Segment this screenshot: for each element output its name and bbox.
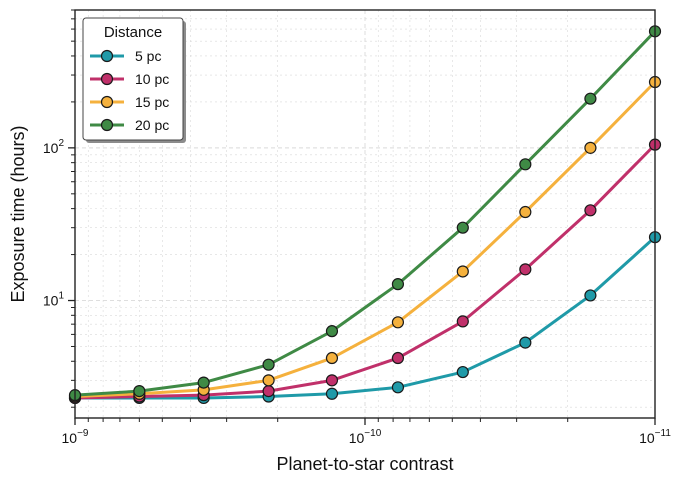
data-point — [584, 92, 597, 105]
y-tick-label: 101 — [43, 291, 65, 309]
data-point — [391, 351, 405, 365]
data-point — [519, 263, 532, 276]
legend-marker — [100, 95, 114, 109]
data-point — [584, 204, 597, 217]
x-tick-label: 10−10 — [349, 428, 382, 446]
data-point — [325, 387, 339, 400]
data-point — [456, 221, 469, 234]
legend-label: 20 pc — [135, 117, 169, 133]
series-line — [73, 143, 657, 400]
data-point — [325, 351, 339, 365]
y-axis-label: Exposure time (hours) — [8, 125, 28, 302]
legend-title: Distance — [104, 24, 162, 41]
legend-item: 10 pc — [90, 71, 169, 87]
data-point — [391, 278, 405, 291]
axis-ticks — [68, 9, 656, 425]
data-point — [456, 265, 469, 278]
legend-label: 15 pc — [135, 94, 169, 110]
data-point — [584, 141, 597, 154]
data-point — [262, 358, 275, 371]
legend-label: 5 pc — [135, 48, 161, 64]
series-line — [73, 29, 657, 397]
tick-labels: 10−9 10−10 10−11 101 102 — [43, 138, 671, 446]
data-point — [325, 325, 339, 338]
data-point — [584, 289, 597, 302]
data-point — [519, 158, 532, 171]
data-point — [391, 381, 405, 394]
legend: Distance 5 pc 10 pc 15 pc 20 pc — [82, 17, 186, 143]
data-point — [519, 336, 532, 349]
series-layer — [68, 25, 662, 405]
data-point — [456, 315, 469, 328]
data-point — [262, 374, 275, 387]
legend-item: 15 pc — [90, 94, 169, 110]
legend-item: 20 pc — [90, 117, 169, 133]
data-point — [391, 316, 405, 329]
data-point — [262, 385, 275, 398]
legend-items: 5 pc 10 pc 15 pc 20 pc — [90, 48, 169, 133]
legend-label: 10 pc — [135, 71, 169, 87]
legend-box — [82, 17, 184, 141]
data-point — [456, 365, 469, 379]
data-point — [197, 376, 210, 389]
y-tick-label: 102 — [43, 138, 65, 156]
legend-marker — [100, 72, 114, 86]
legend-item: 5 pc — [90, 48, 161, 64]
x-axis-label: Planet-to-star contrast — [276, 454, 453, 474]
x-tick-label: 10−9 — [62, 428, 89, 446]
series-line — [73, 80, 657, 399]
data-point — [133, 385, 146, 398]
series-line — [73, 235, 657, 400]
legend-marker — [100, 118, 114, 132]
series-4 — [68, 25, 662, 402]
data-point — [325, 374, 339, 387]
x-tick-label: 10−11 — [639, 428, 671, 446]
data-point — [519, 205, 532, 219]
legend-marker — [100, 49, 114, 63]
